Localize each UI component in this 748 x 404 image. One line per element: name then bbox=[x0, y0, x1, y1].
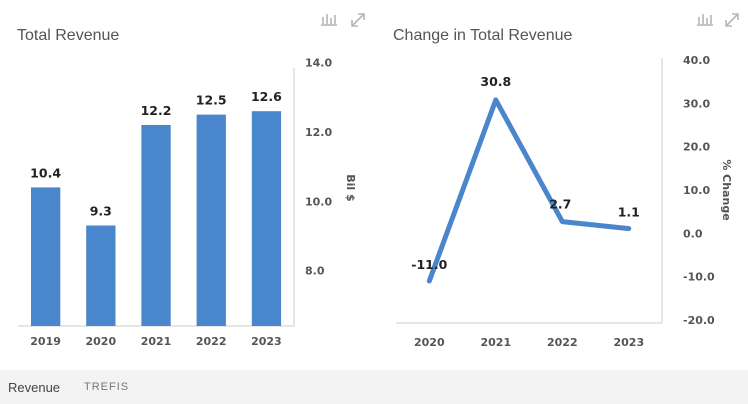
left-expand-icon[interactable] bbox=[351, 13, 365, 27]
right-y-tick: 0.0 bbox=[683, 227, 703, 240]
revenue-change-label-2021: 30.8 bbox=[480, 74, 511, 89]
revenue-bar-label-2023: 12.6 bbox=[251, 89, 282, 104]
revenue-change-point-2023[interactable] bbox=[626, 226, 631, 231]
revenue-bar-label-2020: 9.3 bbox=[90, 204, 112, 219]
right-x-tick-2023: 2023 bbox=[613, 336, 644, 349]
revenue-bar-label-2022: 12.5 bbox=[196, 93, 227, 108]
left-x-tick-2020: 2020 bbox=[85, 335, 116, 348]
right-y-axis-title: % Change bbox=[720, 159, 733, 220]
revenue-change-label-2022: 2.7 bbox=[549, 197, 571, 212]
left-x-tick-2019: 2019 bbox=[30, 335, 61, 348]
footer-brand: TREFIS bbox=[84, 381, 130, 393]
left-y-tick: 10.0 bbox=[305, 195, 332, 208]
right-chart-panel bbox=[374, 0, 748, 370]
revenue-bar-label-2019: 10.4 bbox=[30, 165, 61, 180]
right-y-tick: 30.0 bbox=[683, 97, 710, 110]
left-y-axis-title: Bil $ bbox=[344, 174, 357, 201]
right-x-tick-2022: 2022 bbox=[547, 336, 578, 349]
revenue-change-line[interactable] bbox=[426, 97, 632, 284]
revenue-change-point-2020[interactable] bbox=[427, 279, 432, 283]
revenue-change-label-2020: -11.0 bbox=[411, 257, 447, 272]
revenue-bar-label-2021: 12.2 bbox=[141, 103, 172, 118]
footer-bar: Revenue TREFIS bbox=[0, 370, 748, 404]
right-y-tick: 40.0 bbox=[683, 54, 710, 67]
right-y-tick: 10.0 bbox=[683, 184, 710, 197]
footer-label: Revenue bbox=[8, 380, 61, 395]
left-bar-chart-icon[interactable] bbox=[321, 14, 337, 26]
left-y-tick: 12.0 bbox=[305, 126, 332, 139]
left-y-tick: 14.0 bbox=[305, 57, 332, 70]
right-x-tick-2021: 2021 bbox=[480, 336, 511, 349]
revenue-change-label-2023: 1.1 bbox=[618, 205, 640, 220]
right-y-tick: -20.0 bbox=[683, 314, 715, 327]
revenue-change-point-2021[interactable] bbox=[493, 97, 498, 102]
left-y-tick: 8.0 bbox=[305, 265, 325, 278]
revenue-bar-2023[interactable] bbox=[251, 111, 282, 326]
right-chart-title: Change in Total Revenue bbox=[393, 27, 572, 44]
left-chart-panel bbox=[0, 0, 374, 370]
left-x-tick-2022: 2022 bbox=[196, 335, 227, 348]
right-y-tick: 20.0 bbox=[683, 141, 710, 154]
revenue-change-point-2022[interactable] bbox=[560, 219, 565, 224]
left-x-tick-2021: 2021 bbox=[141, 335, 172, 348]
revenue-bar-2019[interactable] bbox=[31, 187, 61, 326]
right-expand-icon[interactable] bbox=[725, 13, 739, 27]
right-bar-chart-icon[interactable] bbox=[697, 14, 713, 26]
left-x-tick-2023: 2023 bbox=[251, 335, 282, 348]
right-y-tick: -10.0 bbox=[683, 271, 715, 284]
left-chart-title: Total Revenue bbox=[17, 27, 119, 44]
revenue-bar-2022[interactable] bbox=[196, 114, 226, 326]
right-x-tick-2020: 2020 bbox=[414, 336, 445, 349]
revenue-bar-2021[interactable] bbox=[141, 125, 171, 326]
revenue-bar-2020[interactable] bbox=[86, 225, 116, 327]
